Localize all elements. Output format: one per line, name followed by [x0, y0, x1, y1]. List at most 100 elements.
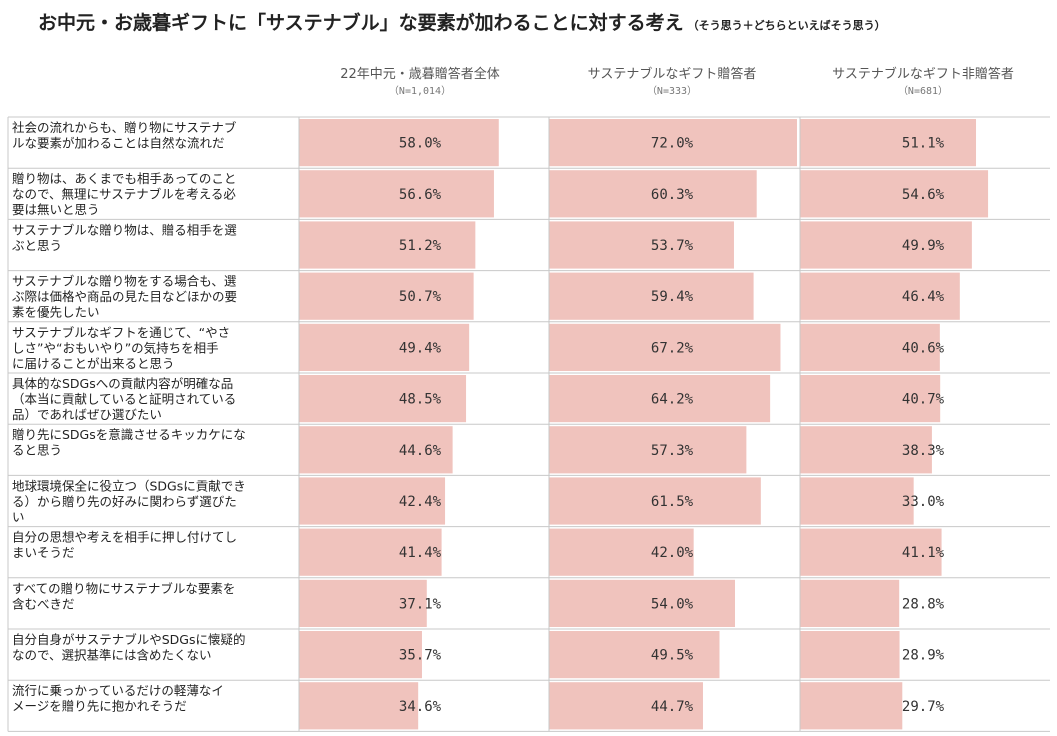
category-label-line: サステナブルな贈り物をする場合も、選 — [12, 274, 237, 289]
bar-s1-row5 — [299, 323, 470, 371]
value-label-s3-row1: 51.1% — [902, 136, 945, 152]
value-label-s2-row5: 67.2% — [651, 340, 694, 356]
category-label-row7: 贈り先にSDGsを意識させるキッカケになると思う — [12, 427, 246, 458]
category-label-line: ぶと思う — [12, 238, 62, 253]
bar-s1-row6 — [299, 375, 467, 423]
bar-s1-row7 — [299, 426, 453, 474]
value-label-s2-row3: 53.7% — [651, 238, 694, 254]
category-label-row8: 地球環境保全に役立つ（SDGsに貢献できる）から贈り先の好みに関わらず選びたい — [12, 478, 246, 524]
category-label-row12: 流行に乗っかっているだけの軽薄なイメージを贈り先に抱かれそうだ — [12, 683, 224, 714]
series-n-label-1: （N=1,014） — [389, 85, 451, 97]
bar-s2-row10 — [549, 579, 735, 627]
value-label-s1-row3: 51.2% — [399, 238, 442, 254]
category-label-line: ルな要素が加わることは自然な流れだ — [12, 136, 225, 151]
category-label-row10: すべての贈り物にサステナブルな要素を含むべきだ — [12, 581, 235, 612]
value-label-s3-row10: 28.8% — [902, 596, 945, 612]
value-label-s2-row12: 44.7% — [651, 699, 694, 715]
bar-s3-row7 — [800, 426, 932, 474]
category-label-line: メージを贈り先に抱かれそうだ — [12, 699, 187, 714]
value-label-s3-row11: 28.9% — [902, 648, 945, 664]
value-label-s2-row8: 61.5% — [651, 494, 694, 510]
category-label-line: なので、無理にサステナブルを考える必 — [12, 187, 236, 202]
category-label-line: ぶ際は価格や商品の見た目などほかの要 — [12, 289, 237, 304]
category-label-line: サステナブルなギフトを通じて、“やさ — [12, 325, 230, 340]
category-label-line: サステナブルな贈り物は、贈る相手を選 — [12, 222, 237, 237]
value-label-s3-row6: 40.7% — [902, 392, 945, 408]
bar-s2-row9 — [549, 528, 694, 576]
category-label-line: 流行に乗っかっているだけの軽薄なイ — [12, 683, 224, 698]
value-label-s1-row6: 48.5% — [399, 392, 442, 408]
value-label-s3-row2: 54.6% — [902, 187, 945, 203]
category-label-line: 自分の思想や考えを相手に押し付けてし — [12, 530, 237, 545]
bar-s1-row9 — [299, 528, 442, 576]
value-label-s3-row9: 41.1% — [902, 545, 945, 561]
category-label-row11: 自分自身がサステナブルやSDGsに懐疑的なので、選択基準には含めたくない — [12, 632, 246, 663]
bar-s1-row3 — [299, 221, 476, 269]
category-label-row2: 贈り物は、あくまでも相手あってのことなので、無理にサステナブルを考える必要は無い… — [12, 171, 236, 217]
bar-s2-row11 — [549, 631, 720, 679]
bar-s3-row10 — [800, 579, 900, 627]
value-label-s3-row5: 40.6% — [902, 340, 945, 356]
category-label-line: ると思う — [12, 443, 62, 458]
value-label-s1-row12: 34.6% — [399, 699, 442, 715]
value-label-s2-row4: 59.4% — [651, 289, 694, 305]
value-label-s1-row1: 58.0% — [399, 136, 442, 152]
bar-s3-row12 — [800, 682, 903, 730]
bar-s2-row5 — [549, 323, 781, 371]
value-label-s2-row7: 57.3% — [651, 443, 694, 459]
bar-s1-row8 — [299, 477, 446, 525]
bar-s3-row4 — [800, 272, 960, 320]
bar-s3-row2 — [800, 170, 989, 218]
category-label-row6: 具体的なSDGsへの貢献内容が明確な品（本当に貢献していると証明されている品）で… — [12, 376, 236, 422]
bar-s2-row6 — [549, 375, 771, 423]
category-label-line: に届けることが出来ると思う — [12, 356, 175, 371]
category-label-row1: 社会の流れからも、贈り物にサステナブルな要素が加わることは自然な流れだ — [12, 120, 237, 151]
category-label-line: なので、選択基準には含めたくない — [12, 648, 212, 663]
value-label-s1-row5: 49.4% — [399, 340, 442, 356]
bar-s2-row7 — [549, 426, 747, 474]
bar-s1-row2 — [299, 170, 494, 218]
bar-s3-row11 — [800, 631, 900, 679]
category-label-line: すべての贈り物にサステナブルな要素を — [12, 581, 235, 596]
bar-s3-row3 — [800, 221, 972, 269]
bar-s2-row2 — [549, 170, 757, 218]
category-label-line: まいそうだ — [12, 545, 75, 560]
value-label-s2-row6: 64.2% — [651, 392, 694, 408]
value-label-s3-row12: 29.7% — [902, 699, 945, 715]
value-label-s3-row4: 46.4% — [902, 289, 945, 305]
bar-s2-row8 — [549, 477, 761, 525]
category-label-line: 具体的なSDGsへの貢献内容が明確な品 — [12, 376, 233, 391]
category-label-row5: サステナブルなギフトを通じて、“やさしさ”や“おもいやり”の気持ちを相手に届ける… — [12, 325, 230, 371]
bar-s2-row3 — [549, 221, 734, 269]
chart-title-sub: （そう思う＋どちらといえばそう思う） — [687, 19, 886, 32]
series-header-3: サステナブルなギフト非贈答者 — [832, 66, 1014, 82]
value-label-s1-row8: 42.4% — [399, 494, 442, 510]
value-label-s1-row2: 56.6% — [399, 187, 442, 203]
category-label-row3: サステナブルな贈り物は、贈る相手を選ぶと思う — [12, 222, 237, 253]
category-label-line: い — [12, 509, 25, 524]
category-label-line: る）から贈り先の好みに関わらず選びた — [12, 494, 237, 509]
value-label-s2-row9: 42.0% — [651, 545, 694, 561]
bar-s3-row5 — [800, 323, 940, 371]
category-label-line: 素を優先したい — [12, 305, 100, 320]
category-label-row4: サステナブルな贈り物をする場合も、選ぶ際は価格や商品の見た目などほかの要素を優先… — [12, 274, 237, 320]
chart-title-main: お中元・お歳暮ギフトに「サステナブル」な要素が加わることに対する考え — [38, 12, 684, 34]
value-label-s2-row11: 49.5% — [651, 648, 694, 664]
value-label-s2-row2: 60.3% — [651, 187, 694, 203]
value-label-s2-row10: 54.0% — [651, 596, 694, 612]
value-label-s1-row11: 35.7% — [399, 648, 442, 664]
category-label-row9: 自分の思想や考えを相手に押し付けてしまいそうだ — [12, 530, 237, 561]
category-label-line: 自分自身がサステナブルやSDGsに懐疑的 — [12, 632, 246, 647]
bar-s3-row1 — [800, 119, 977, 167]
value-label-s1-row4: 50.7% — [399, 289, 442, 305]
bar-s1-row12 — [299, 682, 419, 730]
value-label-s1-row7: 44.6% — [399, 443, 442, 459]
value-label-s1-row9: 41.4% — [399, 545, 442, 561]
bar-s2-row1 — [549, 119, 797, 167]
bar-s1-row4 — [299, 272, 474, 320]
bar-s3-row8 — [800, 477, 914, 525]
value-label-s2-row1: 72.0% — [651, 136, 694, 152]
bar-s1-row1 — [299, 119, 499, 167]
category-label-line: 含むべきだ — [12, 596, 75, 611]
